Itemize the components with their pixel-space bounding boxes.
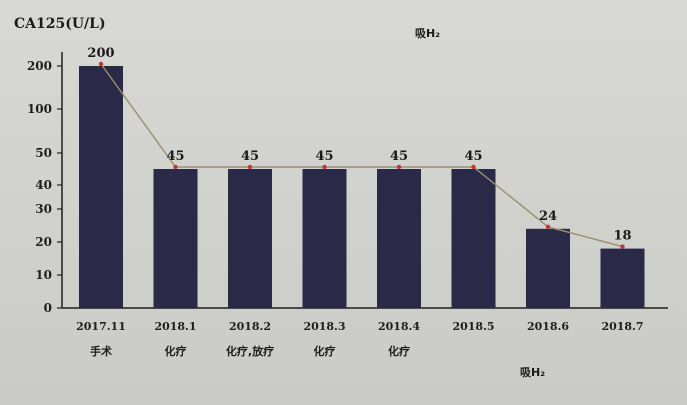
treatment-label: 化疗,放疗	[226, 344, 274, 358]
labels: 200 2017.11 手术 45 2018.1 化疗 45 2018.2 化疗,放疗 45 201…	[76, 46, 643, 358]
x-tick-label: 2018.2	[229, 320, 271, 333]
bar	[377, 169, 421, 308]
bar	[526, 228, 570, 308]
y-tick-label: 200	[27, 59, 52, 73]
x-tick-label: 2018.5	[452, 320, 494, 333]
data-label: 45	[464, 149, 482, 164]
trend-marker	[322, 164, 327, 170]
bars	[79, 66, 645, 308]
trend-marker	[545, 224, 551, 229]
x-tick-label: 2017.11	[76, 320, 126, 333]
y-tick-label: 100	[27, 102, 52, 116]
bar	[228, 169, 272, 308]
trend-line-group	[98, 61, 625, 249]
y-tick-label: 30	[35, 202, 52, 216]
trend-marker	[471, 164, 476, 170]
trend-marker	[620, 244, 625, 249]
annotation-bottom: 吸H₂	[520, 366, 545, 379]
y-tick-label: 0	[44, 301, 52, 315]
data-label: 18	[613, 229, 631, 244]
treatment-label: 化疗	[388, 344, 410, 358]
data-label: 45	[315, 149, 333, 164]
data-label: 45	[241, 149, 259, 164]
data-label: 200	[87, 46, 114, 61]
y-axis-title: CA125(U/L)	[14, 16, 106, 32]
x-tick-label: 2018.1	[154, 320, 196, 333]
trend-marker	[173, 164, 178, 170]
trend-marker	[247, 164, 253, 170]
trend-marker	[98, 61, 104, 67]
bar	[302, 169, 347, 308]
x-tick-label: 2018.4	[378, 320, 420, 333]
y-tick-label: 50	[35, 146, 52, 160]
annotation-top: 吸H₂	[415, 27, 440, 40]
treatment-label: 化疗	[314, 344, 336, 358]
y-tick-label: 20	[35, 235, 52, 249]
axes: 0 10 20 30 40 50 100 200	[27, 52, 668, 315]
x-tick-label: 2018.7	[601, 320, 643, 333]
trend-line	[100, 63, 623, 248]
y-tick-label: 10	[35, 268, 52, 282]
treatment-label: 化疗	[165, 344, 187, 358]
bar	[451, 169, 496, 308]
trend-marker	[396, 164, 402, 170]
x-tick-label: 2018.3	[303, 320, 345, 333]
x-tick-label: 2018.6	[527, 320, 569, 333]
y-tick-label: 40	[35, 178, 52, 192]
data-label: 45	[166, 149, 184, 164]
bar	[600, 248, 645, 308]
treatment-label: 手术	[90, 344, 112, 358]
bar	[79, 66, 123, 308]
data-label: 24	[539, 209, 557, 224]
bar	[153, 169, 198, 308]
data-label: 45	[390, 149, 408, 164]
